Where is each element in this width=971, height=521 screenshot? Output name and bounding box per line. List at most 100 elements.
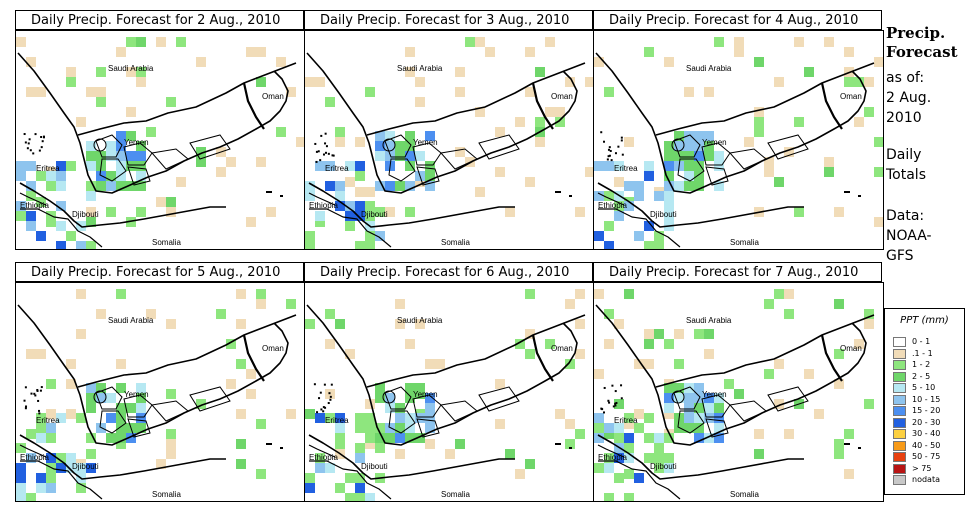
map-svg: Saudi Arabia Oman Yemen Eritrea Ethiopia Djib… bbox=[16, 289, 297, 501]
legend-swatch bbox=[893, 417, 906, 428]
label-oman: Oman bbox=[551, 344, 573, 353]
data-line1: Data: bbox=[886, 208, 925, 224]
label-djibouti: Djibouti bbox=[650, 210, 677, 219]
daily-totals-block: Daily Totals bbox=[886, 145, 970, 185]
daily-line1: Daily bbox=[886, 147, 922, 163]
label-ethiopia: Ethiopia bbox=[309, 453, 338, 462]
label-djibouti: Djibouti bbox=[361, 462, 388, 471]
legend-label: 0 - 1 bbox=[912, 337, 931, 346]
map-outlines bbox=[17, 304, 297, 500]
map-svg: Saudi Arabia Oman Yemen Eritrea Ethiopia Djib… bbox=[305, 37, 594, 249]
forecast-panel-aug-6: Daily Precip. Forecast for 6 Aug., 2010 … bbox=[304, 262, 595, 502]
label-oman: Oman bbox=[551, 92, 573, 101]
label-yemen: Yemen bbox=[702, 390, 727, 399]
legend-label: 20 - 30 bbox=[912, 417, 941, 427]
forecast-panel-aug-4: Daily Precip. Forecast for 4 Aug., 2010 … bbox=[593, 10, 884, 250]
island-fragments bbox=[600, 384, 861, 449]
asof-date-line1: 2 Aug. bbox=[886, 90, 932, 106]
map-outlines bbox=[595, 304, 875, 500]
precip-cells bbox=[16, 289, 296, 501]
map-svg: Saudi Arabia Oman Yemen Eritrea Ethiopia Djib… bbox=[594, 37, 883, 249]
label-ethiopia: Ethiopia bbox=[598, 453, 627, 462]
legend-swatch bbox=[893, 394, 906, 405]
label-yemen: Yemen bbox=[124, 390, 149, 399]
legend-label: 15 - 20 bbox=[912, 406, 941, 415]
legend-swatch bbox=[893, 383, 906, 393]
legend-label: > 75 bbox=[912, 463, 932, 473]
label-saudi-arabia: Saudi Arabia bbox=[108, 316, 154, 325]
legend-swatch bbox=[893, 348, 906, 359]
data-line3: GFS bbox=[886, 248, 914, 264]
precip-map: Saudi Arabia Oman Yemen Eritrea Ethiopia Djib… bbox=[593, 30, 884, 250]
asof-label: as of: bbox=[886, 70, 925, 86]
label-ethiopia: Ethiopia bbox=[309, 201, 338, 210]
panel-title: Daily Precip. Forecast for 6 Aug., 2010 bbox=[304, 262, 593, 282]
legend-swatch bbox=[893, 429, 906, 439]
panel-title: Daily Precip. Forecast for 7 Aug., 2010 bbox=[593, 262, 882, 282]
label-somalia: Somalia bbox=[730, 490, 759, 499]
legend-label: 30 - 40 bbox=[912, 429, 941, 438]
governorate-outlines bbox=[671, 134, 809, 186]
forecast-panel-aug-2: Daily Precip. Forecast for 2 Aug., 2010 … bbox=[15, 10, 306, 250]
precip-cells bbox=[305, 37, 594, 249]
label-ethiopia: Ethiopia bbox=[20, 453, 49, 462]
daily-line2: Totals bbox=[886, 167, 926, 183]
map-outlines bbox=[306, 52, 586, 248]
label-djibouti: Djibouti bbox=[361, 210, 388, 219]
asof-date-line2: 2010 bbox=[886, 110, 922, 126]
label-oman: Oman bbox=[840, 344, 862, 353]
precip-map: Saudi Arabia Oman Yemen Eritrea Ethiopia Djib… bbox=[593, 282, 884, 502]
panel-title: Daily Precip. Forecast for 3 Aug., 2010 bbox=[304, 10, 593, 30]
label-somalia: Somalia bbox=[441, 490, 470, 499]
side-title: Precip. Forecast bbox=[886, 24, 970, 62]
legend-label: 1 - 2 bbox=[912, 360, 931, 369]
legend-label: .1 - 1 bbox=[912, 348, 933, 358]
label-saudi-arabia: Saudi Arabia bbox=[108, 64, 154, 73]
label-yemen: Yemen bbox=[413, 138, 438, 147]
island-fragments bbox=[314, 132, 572, 197]
precip-map: Saudi Arabia Oman Yemen Eritrea Ethiopia Djib… bbox=[304, 30, 595, 250]
label-oman: Oman bbox=[262, 344, 284, 353]
label-djibouti: Djibouti bbox=[72, 210, 99, 219]
governorate-outlines bbox=[382, 134, 520, 186]
label-yemen: Yemen bbox=[413, 390, 438, 399]
data-source-block: Data: NOAA- GFS bbox=[886, 206, 970, 266]
precip-cells bbox=[16, 37, 305, 249]
island-fragments bbox=[313, 383, 572, 449]
label-saudi-arabia: Saudi Arabia bbox=[397, 64, 443, 73]
panel-title: Daily Precip. Forecast for 5 Aug., 2010 bbox=[15, 262, 304, 282]
governorate-outlines bbox=[93, 134, 231, 186]
legend-swatch bbox=[893, 337, 906, 347]
label-eritrea: Eritrea bbox=[325, 164, 349, 173]
legend-label: 10 - 15 bbox=[912, 394, 941, 404]
map-svg: Saudi Arabia Oman Yemen Eritrea Ethiopia Djib… bbox=[594, 289, 875, 501]
governorate-outlines bbox=[93, 386, 231, 438]
legend-label: 2 - 5 bbox=[912, 371, 931, 381]
map-outlines bbox=[306, 304, 586, 500]
island-fragments bbox=[23, 386, 283, 449]
forecast-panel-aug-7: Daily Precip. Forecast for 7 Aug., 2010 … bbox=[593, 262, 884, 502]
governorate-outlines bbox=[382, 386, 520, 438]
data-line2: NOAA- bbox=[886, 228, 932, 244]
legend-title: PPT (mm) bbox=[900, 315, 949, 326]
side-title-line1: Precip. bbox=[886, 24, 946, 42]
label-djibouti: Djibouti bbox=[650, 462, 677, 471]
label-eritrea: Eritrea bbox=[36, 416, 60, 425]
panel-title: Daily Precip. Forecast for 4 Aug., 2010 bbox=[593, 10, 882, 30]
map-outlines bbox=[17, 52, 297, 248]
label-yemen: Yemen bbox=[124, 138, 149, 147]
legend-swatch bbox=[893, 452, 906, 462]
label-saudi-arabia: Saudi Arabia bbox=[686, 316, 732, 325]
legend-label: nodata bbox=[912, 475, 940, 484]
map-outlines bbox=[595, 52, 875, 248]
label-somalia: Somalia bbox=[152, 238, 181, 247]
island-fragments bbox=[23, 133, 283, 197]
label-oman: Oman bbox=[840, 92, 862, 101]
legend-label: 5 - 10 bbox=[912, 383, 936, 392]
legend-label: 50 - 75 bbox=[912, 452, 941, 461]
panel-title: Daily Precip. Forecast for 2 Aug., 2010 bbox=[15, 10, 304, 30]
precip-map: Saudi Arabia Oman Yemen Eritrea Ethiopia Djib… bbox=[304, 282, 595, 502]
legend-swatch bbox=[893, 440, 906, 451]
legend-label: 40 - 50 bbox=[912, 440, 941, 450]
label-eritrea: Eritrea bbox=[614, 164, 638, 173]
